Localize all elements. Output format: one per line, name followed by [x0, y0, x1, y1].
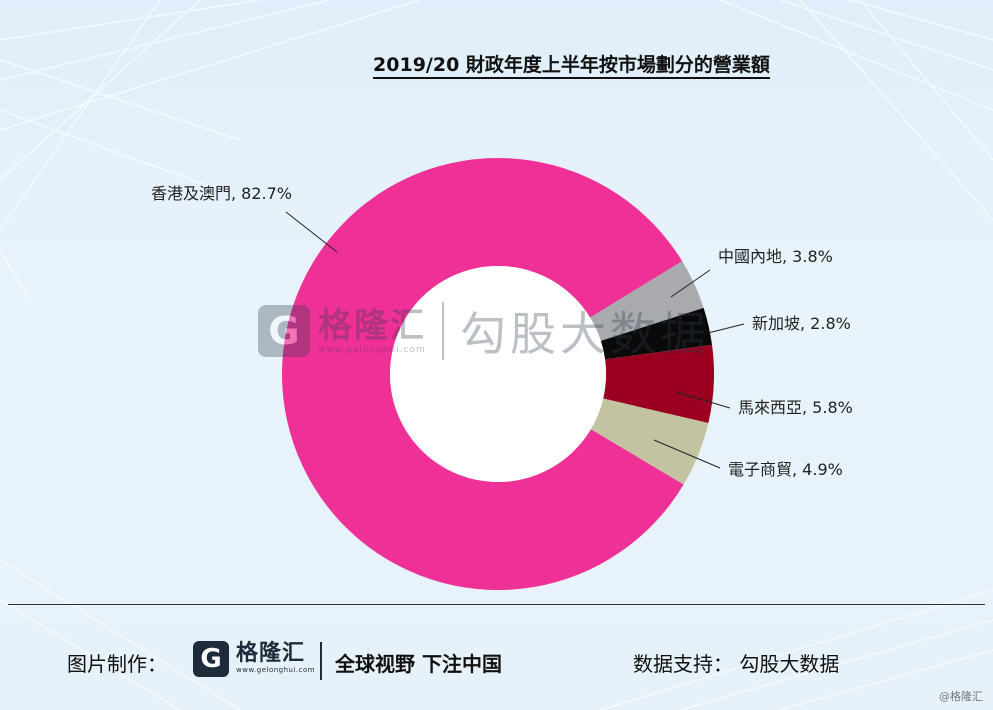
gelonghui-logo-icon: G: [193, 641, 229, 677]
leader-line: [707, 323, 745, 334]
watermark-platform: 勾股大数据: [460, 307, 710, 361]
leader-line: [653, 439, 721, 469]
watermark-brand-en: www.gelonghui.com: [318, 345, 426, 355]
footer-brand-en: www.gelonghui.com: [236, 666, 316, 674]
footer-separator: [320, 642, 322, 680]
slice-label: 新加坡, 2.8%: [752, 314, 851, 333]
slice-label: 香港及澳門, 82.7%: [151, 184, 292, 203]
donut-hole: [390, 266, 606, 482]
watermark-brand: 格隆汇 www.gelonghui.com: [318, 307, 426, 355]
watermark: G 格隆汇 www.gelonghui.com 勾股大数据: [258, 298, 710, 364]
donut-slice: [590, 261, 704, 341]
donut-slice: [590, 398, 709, 485]
leader-line: [285, 211, 338, 253]
gelonghui-logo-icon: G: [258, 305, 310, 357]
donut-slice: [282, 157, 684, 590]
footer-brand: 格隆汇 www.gelonghui.com: [236, 641, 316, 675]
made-by-label: 图片制作：: [67, 652, 167, 676]
corner-watermark: @格隆汇: [939, 690, 983, 703]
leader-line: [675, 391, 731, 409]
slice-label: 電子商貿, 4.9%: [728, 460, 843, 479]
chart-title: 2019/20 財政年度上半年按市場劃分的營業額: [75, 50, 993, 79]
slice-label: 中國內地, 3.8%: [718, 247, 833, 266]
slice-label: 馬來西亞, 5.8%: [738, 398, 853, 417]
donut-slice: [600, 307, 713, 360]
data-support-label: 数据支持： 勾股大数据: [633, 652, 840, 676]
footer-divider: [8, 604, 985, 605]
watermark-separator: [442, 302, 444, 360]
footer: 图片制作： G 格隆汇 www.gelonghui.com 全球视野 下注中国 …: [0, 636, 993, 686]
watermark-brand-cn: 格隆汇: [318, 306, 426, 346]
donut-chart: 香港及澳門, 82.7% 中國內地, 3.8% 新加坡, 2.8% 馬來西亞, 5.8…: [151, 157, 853, 590]
leader-line: [670, 269, 711, 298]
donut-slice: [603, 344, 715, 424]
footer-brand-cn: 格隆汇: [236, 641, 306, 666]
footer-slogan: 全球视野 下注中国: [335, 652, 502, 676]
